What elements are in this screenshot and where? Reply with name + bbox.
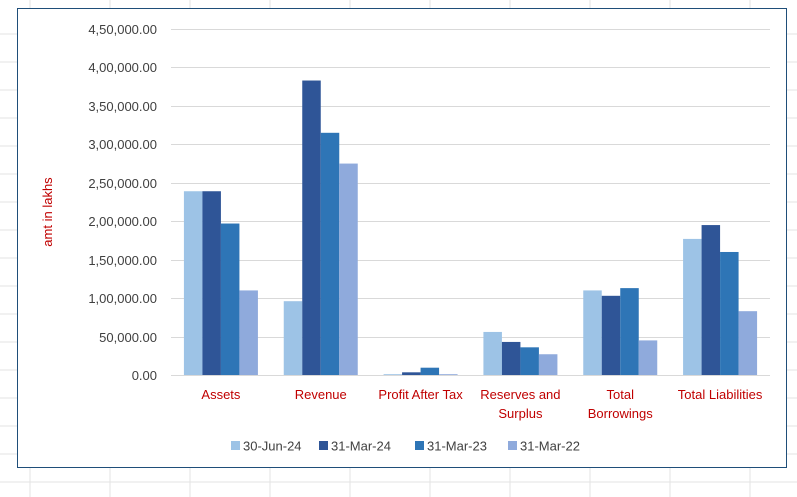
bar-31-Mar-22[interactable] <box>538 354 558 375</box>
bar-31-Mar-22[interactable] <box>239 290 258 375</box>
bar-31-Mar-23[interactable] <box>720 251 739 375</box>
bar-31-Mar-24[interactable] <box>601 295 621 375</box>
legend-swatch <box>508 441 517 450</box>
bar-31-Mar-22[interactable] <box>738 311 758 375</box>
x-category-label: Reserves and Surplus <box>480 387 560 421</box>
bar-31-Mar-23[interactable] <box>520 347 539 375</box>
bar-30-Jun-24[interactable] <box>683 238 702 375</box>
bar-31-Mar-24[interactable] <box>402 372 421 375</box>
bar-30-Jun-24[interactable] <box>483 331 502 375</box>
legend-swatch <box>319 441 328 450</box>
legend-label[interactable]: 31-Mar-24 <box>331 439 391 454</box>
bar-31-Mar-24[interactable] <box>302 80 321 376</box>
y-tick-label: 4,50,000.00 <box>88 22 157 37</box>
y-tick-label: 3,50,000.00 <box>88 99 157 114</box>
legend-label[interactable]: 31-Mar-23 <box>427 439 487 454</box>
bar-31-Mar-22[interactable] <box>638 340 658 375</box>
legend-label[interactable]: 30-Jun-24 <box>243 439 302 454</box>
legend-swatch <box>231 441 240 450</box>
bar-31-Mar-24[interactable] <box>202 191 221 375</box>
bar-31-Mar-23[interactable] <box>320 132 340 375</box>
y-tick-label: 2,50,000.00 <box>88 176 157 191</box>
y-tick-label: 2,00,000.00 <box>88 214 157 229</box>
x-category-label: Profit After Tax <box>378 387 463 402</box>
legend-swatch <box>415 441 424 450</box>
chart-area[interactable]: 0.00 50,000.00 1,00,000.00 1,50,000.00 2,00,… <box>17 8 787 468</box>
bar-30-Jun-24[interactable] <box>283 301 303 375</box>
bar-31-Mar-24[interactable] <box>701 225 721 375</box>
bar-30-Jun-24[interactable] <box>583 290 602 375</box>
bar-31-Mar-23[interactable] <box>220 223 240 375</box>
x-category-label: Assets <box>201 387 241 402</box>
x-category-label: Total Borrowings <box>588 387 654 421</box>
bar-30-Jun-24[interactable] <box>183 191 203 375</box>
y-tick-label: 1,00,000.00 <box>88 291 157 306</box>
bar-31-Mar-22[interactable] <box>339 163 358 375</box>
y-tick-label: 4,00,000.00 <box>88 60 157 75</box>
bar-31-Mar-23[interactable] <box>420 367 440 375</box>
bar-31-Mar-22[interactable] <box>439 374 458 375</box>
y-tick-label: 0.00 <box>132 368 157 383</box>
y-tick-label: 1,50,000.00 <box>88 253 157 268</box>
x-category-label: Revenue <box>295 387 347 402</box>
y-tick-label: 3,00,000.00 <box>88 137 157 152</box>
bar-30-Jun-24[interactable] <box>383 374 403 375</box>
chart-canvas: 0.00 50,000.00 1,00,000.00 1,50,000.00 2,00,… <box>40 22 770 454</box>
y-axis-title: amt in lakhs <box>40 177 55 247</box>
bar-31-Mar-24[interactable] <box>501 341 521 375</box>
bar-31-Mar-23[interactable] <box>620 288 639 375</box>
legend-label[interactable]: 31-Mar-22 <box>520 439 580 454</box>
y-tick-label: 50,000.00 <box>99 330 157 345</box>
x-category-label: Total Liabilities <box>678 387 763 402</box>
